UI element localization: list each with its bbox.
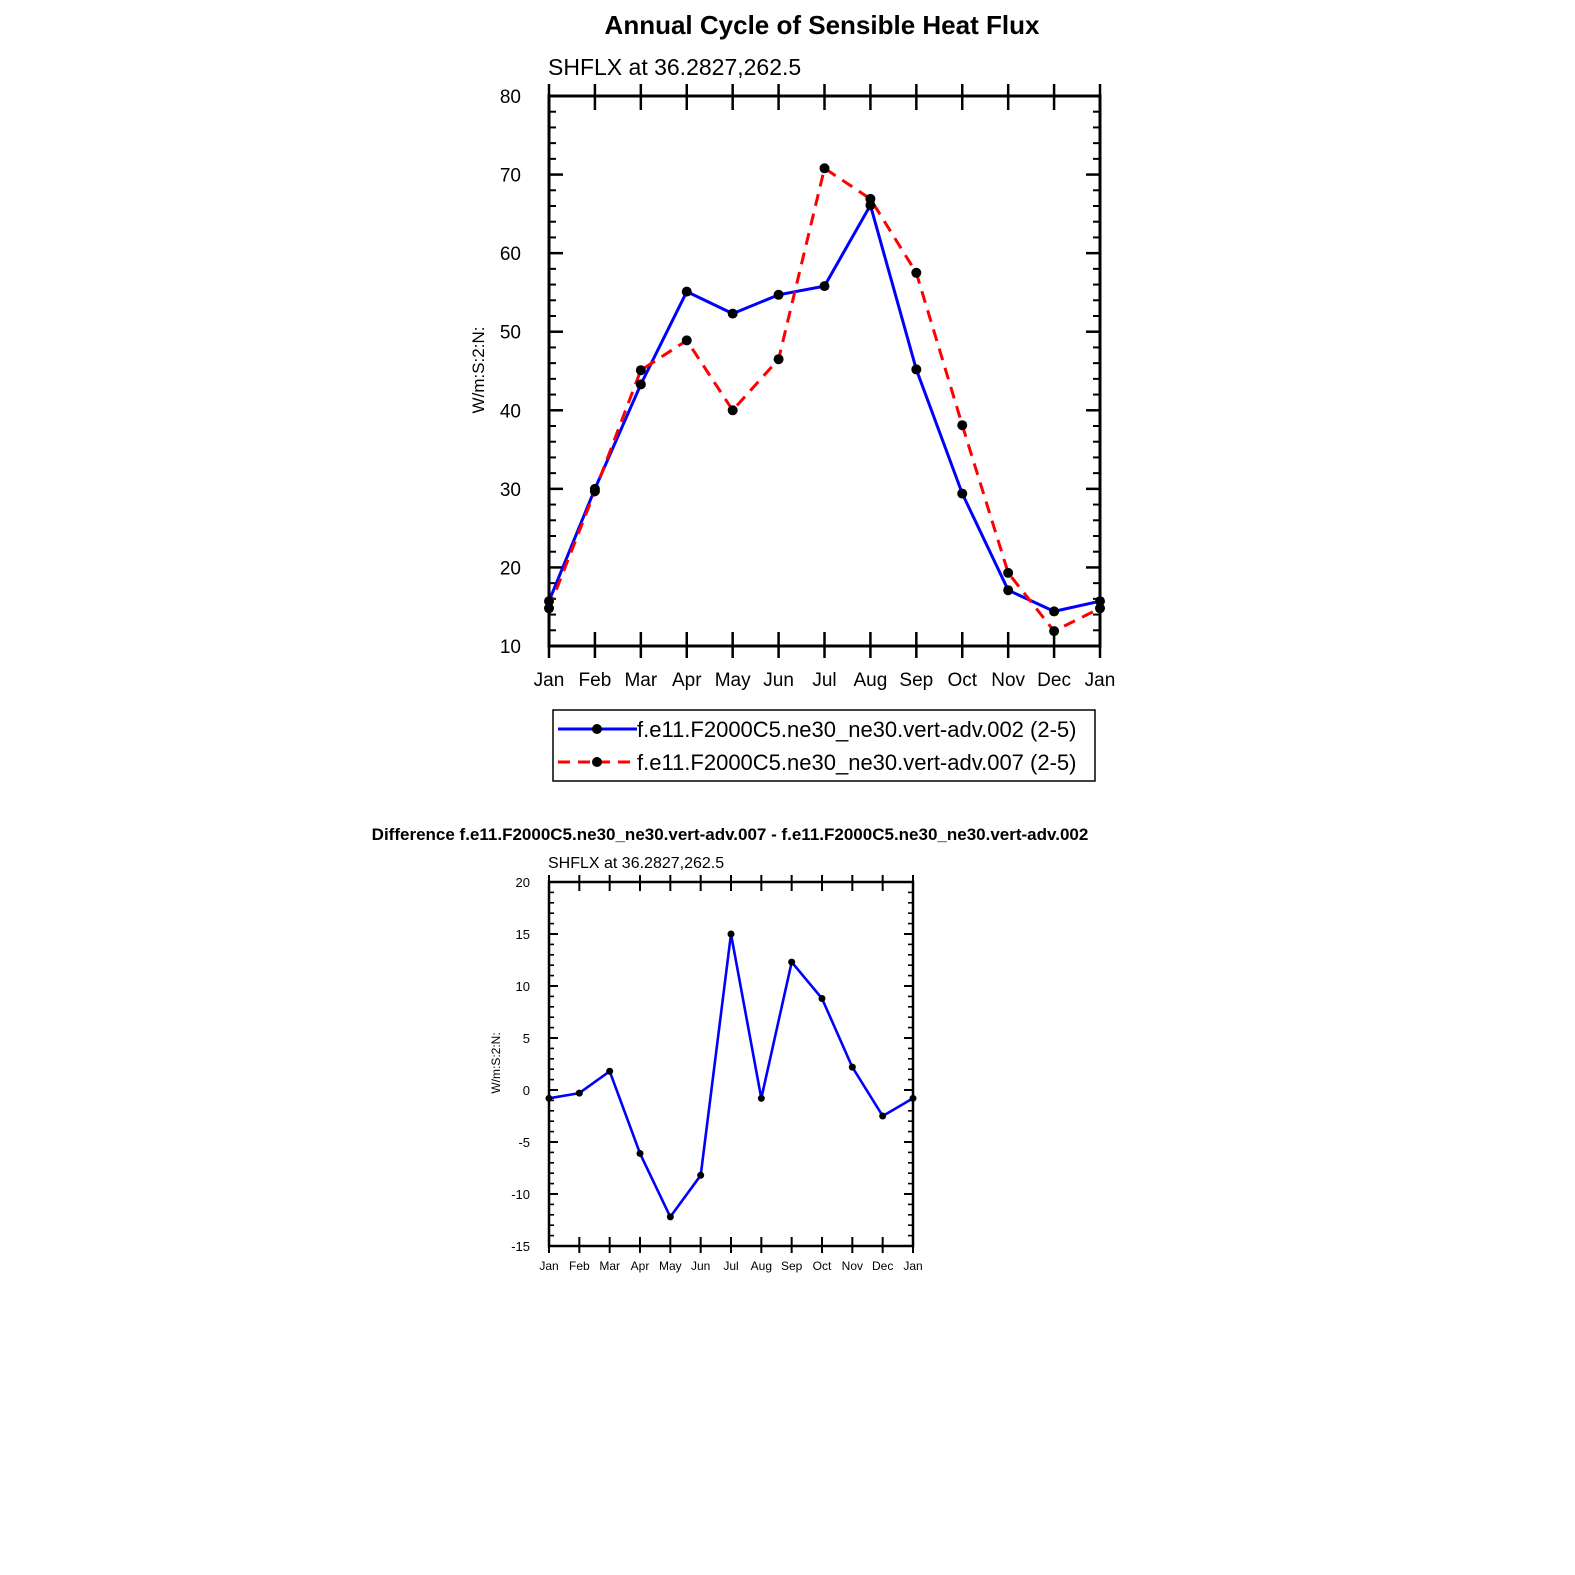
chart-title: Annual Cycle of Sensible Heat Flux (605, 10, 1040, 40)
y-tick-label: 70 (500, 166, 521, 187)
y-tick-label: 40 (500, 401, 521, 422)
y-tick-label: 20 (500, 558, 521, 579)
x-tick-label: Feb (569, 1259, 590, 1273)
series-2-point (589, 486, 600, 497)
y-tick-label: -15 (511, 1239, 530, 1254)
difference-chart: Difference f.e11.F2000C5.ne30_ne30.vert-… (372, 825, 1089, 1273)
series-1-point (681, 286, 692, 297)
x-tick-label: Aug (751, 1259, 772, 1273)
y-tick-label: -10 (511, 1187, 530, 1202)
series-line-1 (547, 203, 1101, 613)
y-tick-label: 10 (500, 637, 521, 658)
difference-chart-subtitle: SHFLX at 36.2827,262.5 (548, 855, 724, 872)
legend-box (552, 709, 1096, 782)
series-1-point (879, 1112, 887, 1120)
chart-subtitle: SHFLX at 36.2827,262.5 (548, 54, 801, 80)
series-1-point (727, 308, 738, 319)
series-2-point (819, 163, 830, 174)
series-1-point (788, 958, 796, 966)
x-tick-label: May (659, 1259, 682, 1273)
series-line-2 (547, 166, 1101, 633)
x-tick-label: Jan (1085, 670, 1116, 691)
legend-marker-series-1 (592, 724, 602, 734)
difference-chart-title: Difference f.e11.F2000C5.ne30_ne30.vert-… (372, 825, 1089, 844)
legend: f.e11.F2000C5.ne30_ne30.vert-adv.002 (2-… (552, 709, 1096, 782)
series-2-point (911, 267, 922, 278)
x-tick-label: Apr (672, 670, 702, 691)
series-2-point (865, 193, 876, 204)
difference-y-axis-label: W/m:S:2:N: (489, 1032, 503, 1093)
y-axis-label: W/m:S:2:N: (469, 327, 488, 414)
legend-label-series-2: f.e11.F2000C5.ne30_ne30.vert-adv.007 (2-… (637, 750, 1076, 775)
x-tick-label: Oct (947, 670, 977, 691)
series-1-point (666, 1213, 674, 1221)
x-tick-label: Sep (899, 670, 933, 691)
legend-label-series-1: f.e11.F2000C5.ne30_ne30.vert-adv.002 (2-… (637, 717, 1076, 742)
top-series-group (544, 163, 1105, 637)
x-tick-label: Mar (624, 670, 657, 691)
series-1-point (819, 281, 830, 292)
series-2-point (1003, 567, 1014, 578)
difference-plot-frame (547, 880, 915, 1248)
y-tick-label: 5 (523, 1031, 530, 1046)
x-tick-label: Sep (781, 1259, 803, 1273)
y-tick-label: -5 (518, 1135, 530, 1150)
y-tick-label: 15 (516, 927, 530, 942)
plot-frame (547, 94, 1102, 648)
series-1-point (606, 1067, 614, 1075)
top-axis-ticks: 10 20 30 40 50 60 70 80 Jan Feb Mar Apr May Jun Jul Aug… (500, 84, 1115, 691)
series-2-point (957, 420, 968, 431)
x-tick-label: Jul (723, 1259, 738, 1273)
series-1-point (818, 994, 826, 1002)
legend-marker-series-2 (592, 757, 602, 767)
series-1-point (635, 379, 646, 390)
x-tick-label: Aug (854, 670, 888, 691)
series-2-point (727, 405, 738, 416)
series-1-point (575, 1089, 583, 1097)
series-1-point (636, 1149, 644, 1157)
series-1-point (1049, 606, 1060, 617)
x-tick-label: Nov (842, 1259, 863, 1273)
y-tick-label: 80 (500, 87, 521, 108)
x-tick-label: Dec (872, 1259, 893, 1273)
series-1-point (757, 1094, 765, 1102)
series-1-point (957, 488, 968, 499)
x-tick-label: Jan (534, 670, 565, 691)
series-2-point (681, 335, 692, 346)
x-tick-label: Jan (539, 1259, 558, 1273)
x-tick-label: Jul (812, 670, 836, 691)
difference-series-group (545, 930, 917, 1221)
series-1-point (848, 1063, 856, 1071)
x-tick-label: Dec (1037, 670, 1071, 691)
series-line-1 (548, 932, 914, 1219)
x-tick-label: Jun (691, 1259, 710, 1273)
x-tick-label: Jan (903, 1259, 922, 1273)
x-tick-label: Oct (813, 1259, 832, 1273)
series-1-point (697, 1171, 705, 1179)
x-tick-label: Nov (991, 670, 1025, 691)
y-tick-label: 60 (500, 244, 521, 265)
x-tick-label: Mar (599, 1259, 620, 1273)
series-1-point (773, 289, 784, 300)
y-tick-label: 30 (500, 480, 521, 501)
x-tick-label: Apr (631, 1259, 650, 1273)
y-tick-label: 20 (516, 875, 530, 890)
y-tick-label: 10 (516, 979, 530, 994)
series-2-point (635, 365, 646, 376)
y-tick-label: 0 (523, 1083, 530, 1098)
y-tick-label: 50 (500, 323, 521, 344)
difference-axis-ticks: -15 -10 -5 0 5 10 15 20 Jan Feb Mar Apr May Jun Jul Aug… (511, 875, 923, 1273)
x-tick-label: May (715, 670, 751, 691)
top-chart: Annual Cycle of Sensible Heat Flux SHFLX… (469, 10, 1115, 782)
series-1-point (1003, 585, 1014, 596)
x-tick-label: Jun (763, 670, 794, 691)
series-1-point (911, 364, 922, 375)
x-tick-label: Feb (579, 670, 612, 691)
series-2-point (773, 354, 784, 365)
series-2-point (1049, 626, 1060, 637)
series-1-point (727, 930, 735, 938)
